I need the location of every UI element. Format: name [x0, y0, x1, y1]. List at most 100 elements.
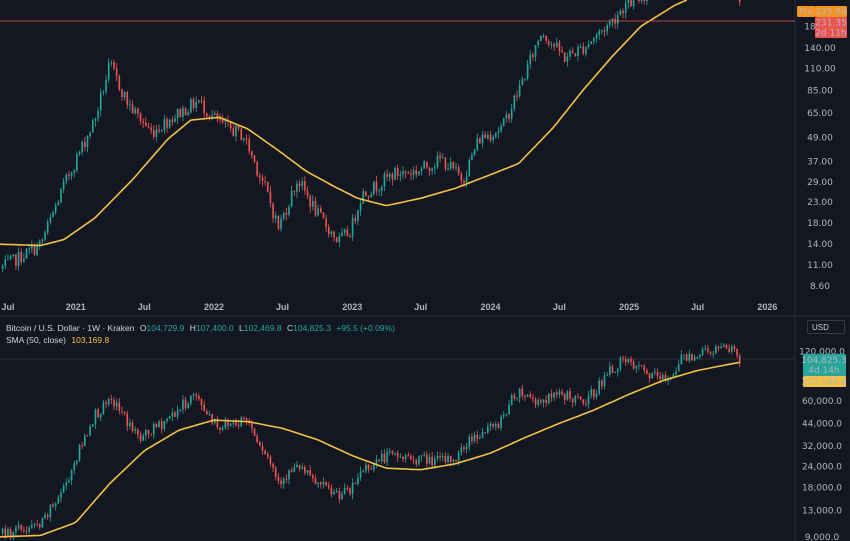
bottom-candle-body — [110, 398, 113, 401]
bottom-candle-body — [359, 471, 362, 478]
symbol-title[interactable]: Bitcoin / U.S. Dollar · 1W · Kraken — [6, 323, 135, 333]
last-price-value: 231.35 — [815, 19, 847, 29]
bottom-price-tick: 60,000.0 — [802, 397, 842, 407]
bottom-candle-body — [335, 491, 338, 493]
bottom-candle-body — [696, 356, 699, 358]
bottom-candle-body — [664, 374, 667, 381]
bottom-candle-body — [524, 395, 526, 397]
bottom-candle-body — [553, 392, 555, 398]
time-axis-tick: 2025 — [619, 302, 639, 312]
top-candle-body — [221, 119, 224, 123]
time-axis-tick: Jul — [276, 302, 289, 312]
bottom-candle-body — [245, 418, 248, 421]
top-candle-body — [253, 155, 256, 162]
bottom-candle-body — [468, 436, 471, 447]
top-candle-body — [76, 154, 78, 171]
top-candle-body — [341, 232, 343, 236]
top-candle-body — [139, 113, 142, 122]
top-sma50-line[interactable] — [0, 0, 688, 247]
top-candle-body — [593, 38, 595, 42]
top-candle-body — [545, 35, 547, 42]
bottom-candle-body — [25, 530, 28, 532]
bottom-candle-body — [394, 453, 396, 455]
bottom-candle-body — [274, 467, 277, 477]
sma-legend[interactable]: SMA (50, close) 103,169.8 — [6, 335, 109, 345]
top-price-tick: 11.00 — [807, 261, 833, 271]
top-candle-body — [343, 229, 346, 233]
top-candle-body — [383, 174, 386, 187]
top-candle-body — [643, 0, 646, 1]
bottom-candle-body — [224, 421, 227, 428]
bottom-candle-body — [65, 482, 68, 486]
top-candle-body — [251, 151, 253, 156]
bottom-candle-body — [211, 414, 213, 424]
top-candle-body — [476, 138, 479, 150]
bottom-candle-body — [171, 412, 174, 417]
bottom-candle-body — [479, 437, 481, 439]
bottom-candle-body — [677, 364, 680, 372]
top-candle-body — [534, 44, 537, 57]
top-candle-body — [433, 167, 436, 169]
bottom-candle-body — [46, 515, 49, 517]
bottom-candle-body — [349, 488, 351, 495]
top-price-tick: 29.00 — [807, 178, 833, 188]
top-candle-body — [518, 85, 521, 97]
bottom-candle-body — [606, 374, 608, 376]
bottom-candle-body — [213, 419, 216, 424]
bottom-candle-body — [399, 456, 402, 458]
bottom-candle-body — [285, 478, 288, 480]
pre-market-price-badge — [815, 6, 847, 17]
top-candle-body — [150, 127, 152, 131]
top-candle-body — [622, 10, 624, 14]
bottom-price-tick: 32,000.0 — [802, 442, 842, 452]
bottom-candle-body — [428, 456, 431, 464]
top-candle-body — [373, 181, 375, 195]
top-candle-body — [144, 122, 147, 127]
top-candle-body — [452, 162, 455, 169]
bottom-candle-body — [659, 375, 661, 379]
top-candle-body — [235, 125, 237, 137]
bottom-candle-body — [516, 397, 518, 399]
top-candle-body — [463, 180, 465, 183]
top-candle-body — [396, 167, 399, 176]
top-candle-body — [436, 155, 439, 168]
top-candle-body — [338, 235, 341, 243]
time-axis-tick: Jul — [414, 302, 427, 312]
top-candle-body — [646, 0, 648, 1]
top-candle-body — [65, 174, 68, 182]
bottom-candle-body — [452, 459, 455, 462]
bottom-candle-body — [23, 529, 25, 531]
bottom-candle-body — [457, 452, 460, 462]
bottom-candle-body — [89, 426, 91, 436]
top-candle-body — [394, 167, 396, 180]
top-price-tick: 110.00 — [804, 64, 836, 74]
bottom-sma50-line[interactable] — [0, 361, 740, 538]
top-candle-body — [362, 191, 365, 204]
bottom-candle-body — [431, 456, 433, 466]
top-candle-body — [176, 109, 179, 119]
top-candle-body — [243, 138, 245, 140]
bottom-candle-body — [208, 414, 211, 416]
bottom-candle-body — [608, 366, 611, 375]
currency-button[interactable]: USD — [807, 320, 845, 334]
bottom-candle-body — [701, 348, 704, 355]
top-candle-body — [489, 134, 492, 141]
bottom-price-tick: 9,000.0 — [805, 533, 840, 541]
bottom-candle-body — [651, 372, 654, 379]
top-candle-body — [497, 131, 500, 134]
top-candle-body — [174, 118, 176, 122]
bottom-candle-body — [396, 453, 399, 457]
top-candle-body — [388, 174, 391, 177]
top-candle-body — [494, 133, 497, 137]
bottom-candle-body — [131, 422, 134, 432]
bottom-candle-body — [465, 446, 468, 450]
top-candle-body — [465, 176, 468, 183]
bottom-candle-body — [622, 357, 624, 359]
top-candle-body — [126, 92, 129, 106]
bottom-candle-body — [455, 459, 457, 462]
top-candle-body — [537, 41, 540, 45]
top-candle-body — [585, 47, 587, 54]
bottom-candle-body — [312, 475, 314, 479]
pre-market-badge — [797, 6, 815, 17]
